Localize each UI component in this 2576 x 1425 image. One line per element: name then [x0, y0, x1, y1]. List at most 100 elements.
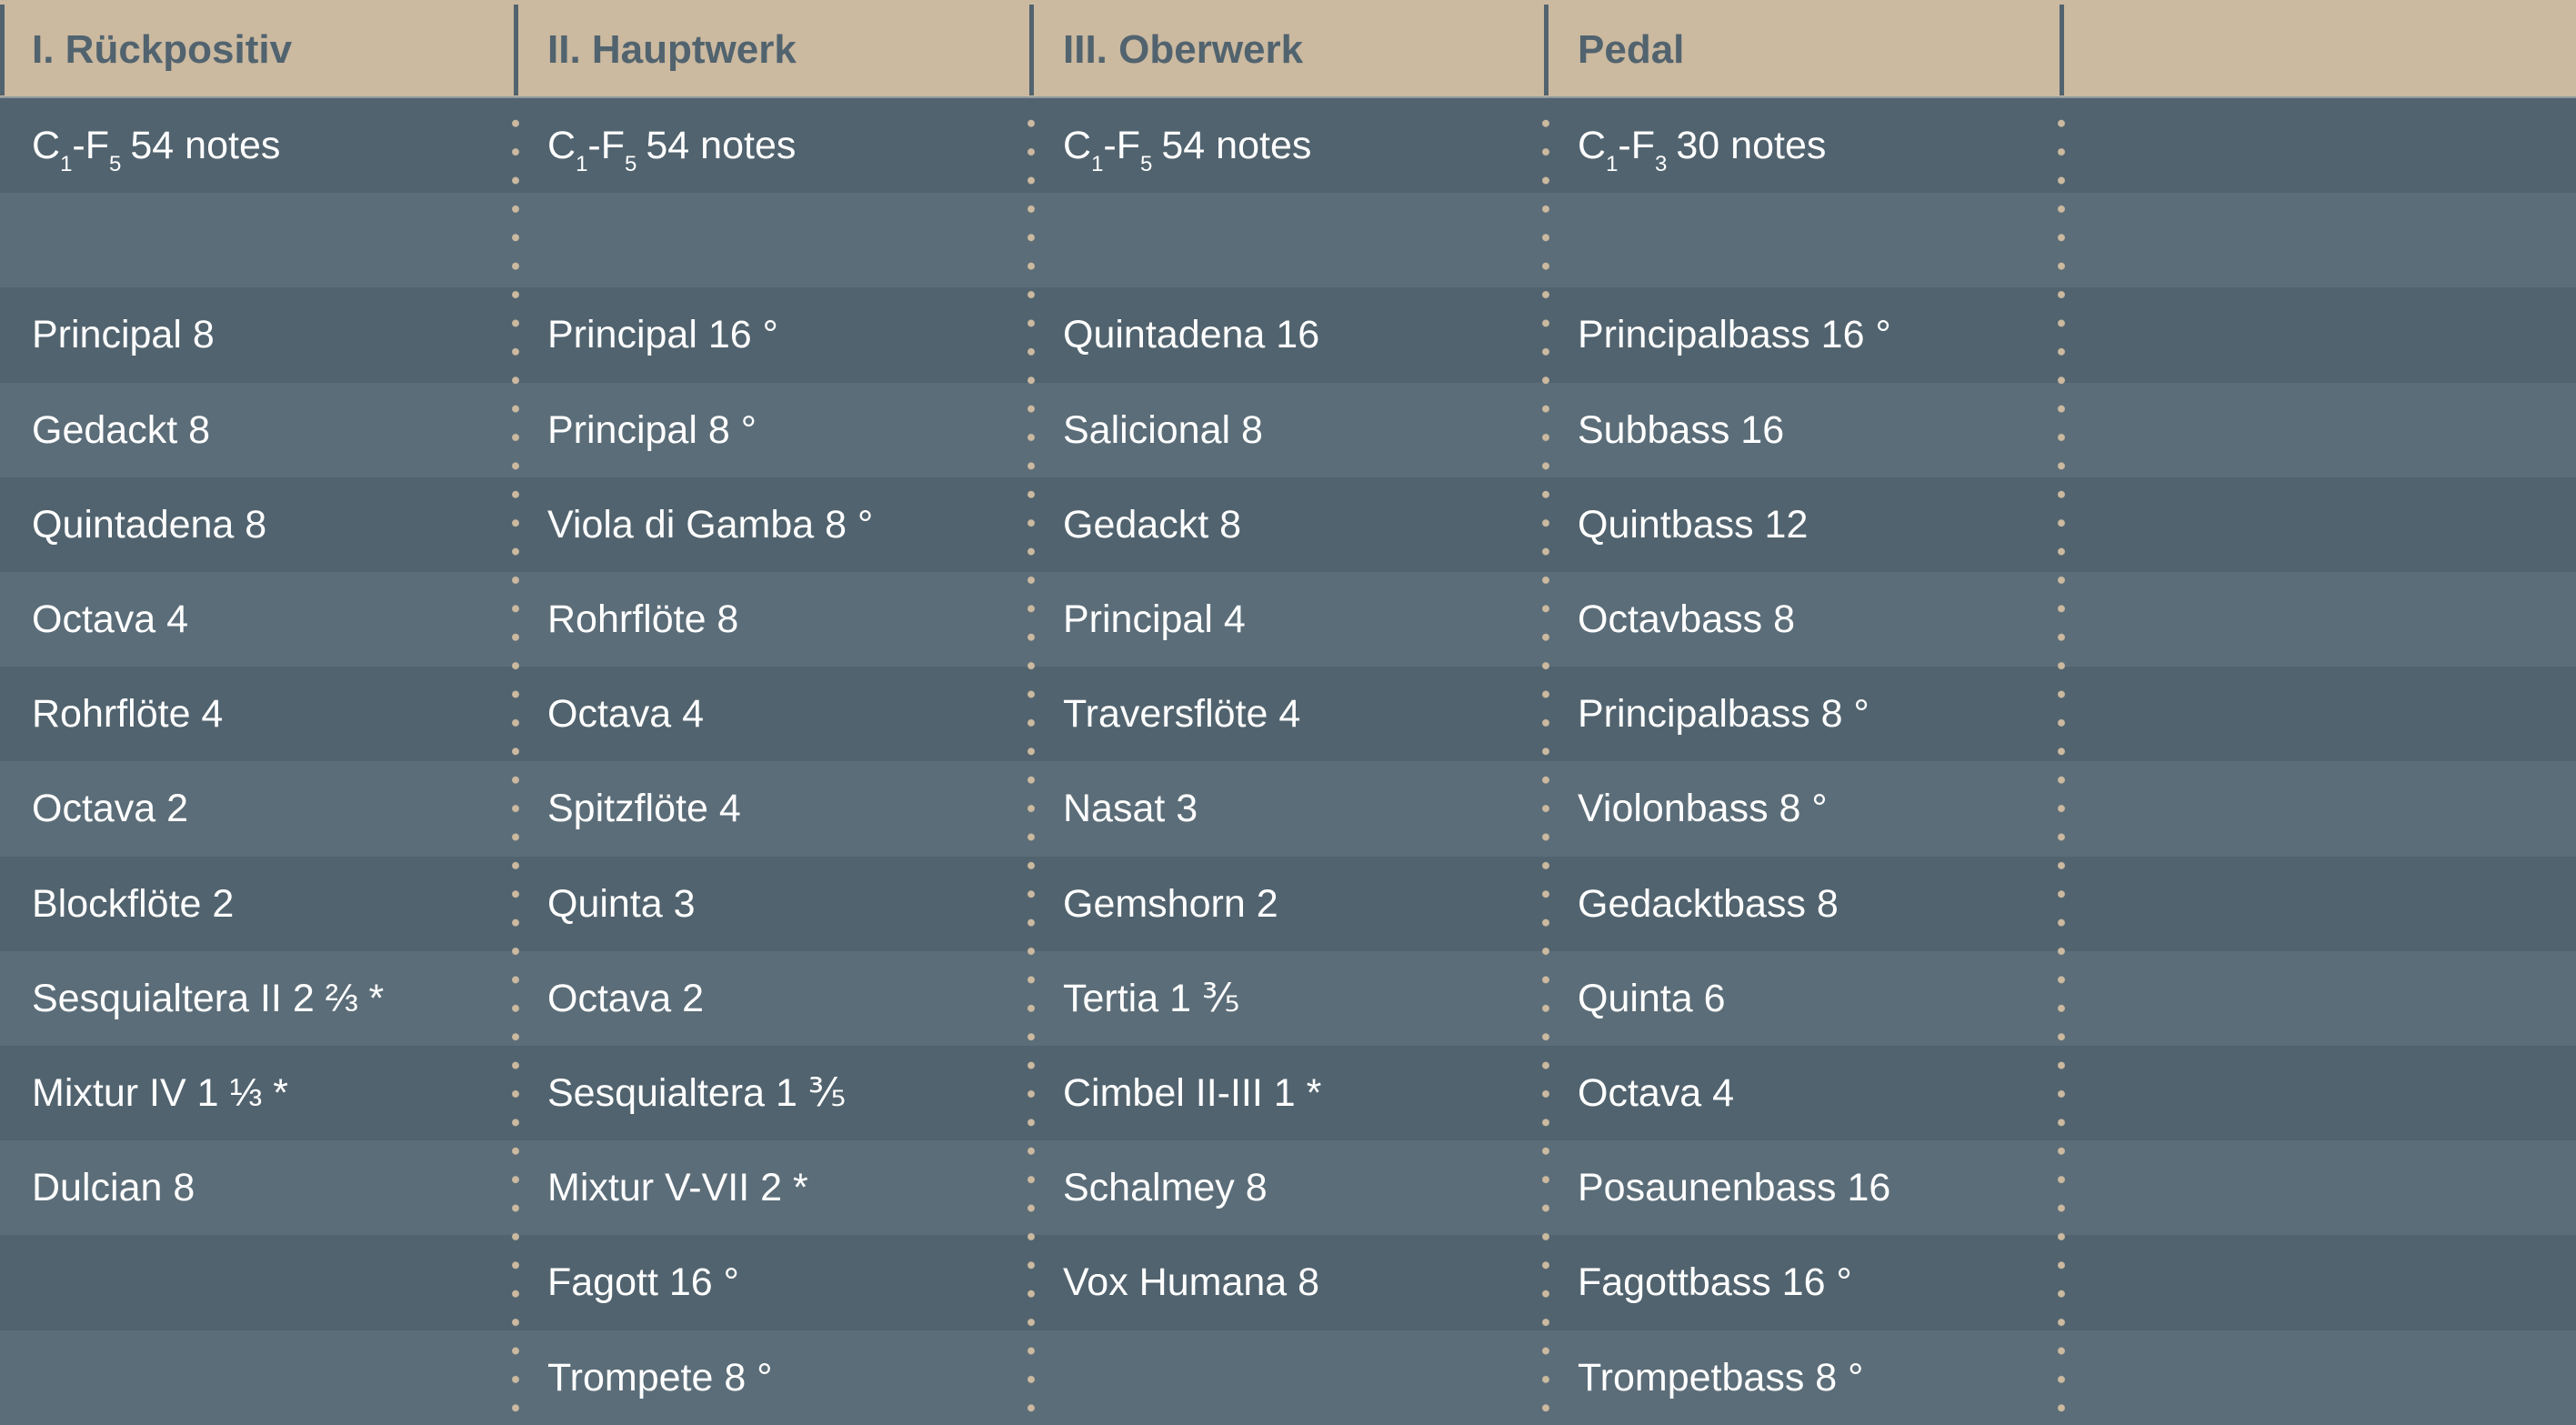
stop-name: Rohrflöte 4 [32, 692, 224, 737]
range-to: F [1630, 124, 1656, 167]
stop-name: Octava 2 [32, 787, 189, 831]
range-from: C [547, 124, 576, 167]
table-row [0, 287, 2576, 383]
stop-name: Schalmey 8 [1063, 1166, 1268, 1210]
stop-name: Vox Humana 8 [1063, 1260, 1320, 1305]
stop-name: Tertia 1 ⅗ [1063, 976, 1240, 1020]
range-to: F [600, 124, 626, 167]
compass-range: C1-F3 30 notes [1546, 98, 1826, 193]
range-to-sub: 5 [625, 152, 637, 176]
range-notes: 54 notes [1161, 124, 1312, 167]
range-from-sub: 1 [576, 152, 588, 176]
stop-name: Quintadena 16 [1063, 313, 1320, 357]
column-title: I. Rückpositiv [32, 27, 293, 72]
table-row [0, 477, 2576, 572]
dotted-column-divider [512, 109, 519, 1425]
stop-name: Gemshorn 2 [1063, 881, 1278, 926]
range-from: C [32, 124, 61, 167]
column-divider [2060, 5, 2064, 95]
stop-name: Gedackt 8 [32, 407, 210, 452]
stop-name: Spitzflöte 4 [547, 787, 741, 831]
dotted-column-divider [1542, 109, 1549, 1425]
range-notes: 30 notes [1676, 124, 1827, 167]
dotted-column-divider [1027, 109, 1035, 1425]
range-to-sub: 5 [109, 152, 122, 176]
stop-name: Trompete 8 ° [547, 1355, 773, 1400]
table-row [0, 761, 2576, 857]
range-from: C [1063, 124, 1092, 167]
table-row [0, 572, 2576, 667]
range-from-sub: 1 [1606, 152, 1619, 176]
stop-name: Sesquialtera 1 ⅗ [547, 1071, 847, 1115]
table-row [0, 856, 2576, 951]
stop-name: Mixtur IV 1 ⅓ * [32, 1071, 288, 1115]
stop-name: Blockflöte 2 [32, 881, 235, 926]
range-to-sub: 3 [1655, 152, 1668, 176]
column-divider [514, 5, 518, 95]
stop-name: Fagott 16 ° [547, 1260, 739, 1305]
table-row [0, 1140, 2576, 1236]
stop-name: Posaunenbass 16 [1578, 1166, 1891, 1210]
stop-name: Dulcian 8 [32, 1166, 195, 1210]
stop-name: Principal 8 [32, 313, 215, 357]
stop-name: Violonbass 8 ° [1578, 787, 1828, 831]
stop-name: Nasat 3 [1063, 787, 1198, 831]
stop-name: Gedackt 8 [1063, 502, 1241, 547]
compass-range: C1-F5 54 notes [0, 98, 280, 193]
range-from-sub: 1 [60, 152, 73, 176]
range-from: C [1578, 124, 1607, 167]
stop-name: Quinta 6 [1578, 976, 1726, 1020]
stop-name: Quintadena 8 [32, 502, 267, 547]
column-divider [0, 5, 5, 95]
stop-name: Principal 16 ° [547, 313, 778, 357]
column-title: III. Oberwerk [1063, 27, 1304, 72]
stop-name: Octava 4 [32, 597, 189, 641]
column-divider [1029, 5, 1034, 95]
table-row [0, 1046, 2576, 1141]
range-to-sub: 5 [1140, 152, 1153, 176]
range-dash: - [1103, 124, 1117, 167]
stop-name: Octava 2 [547, 976, 705, 1020]
column-divider [1544, 5, 1549, 95]
compass-range: C1-F5 54 notes [1031, 98, 1311, 193]
table-row [0, 1235, 2576, 1330]
stop-name: Rohrflöte 8 [547, 597, 739, 641]
stop-name: Quintbass 12 [1578, 502, 1809, 547]
range-to: F [85, 124, 110, 167]
stop-name: Cimbel II-III 1 * [1063, 1071, 1322, 1115]
stop-name: Viola di Gamba 8 ° [547, 502, 874, 547]
stop-name: Octava 4 [547, 692, 705, 737]
range-dash: - [587, 124, 601, 167]
range-notes: 54 notes [130, 124, 281, 167]
range-notes: 54 notes [646, 124, 797, 167]
stop-name: Principalbass 8 ° [1578, 692, 1869, 737]
stop-name: Fagottbass 16 ° [1578, 1260, 1852, 1305]
stop-name: Trompetbass 8 ° [1578, 1355, 1864, 1400]
table-row [0, 950, 2576, 1046]
stop-name: Mixtur V-VII 2 * [547, 1166, 808, 1210]
stop-name: Principal 4 [1063, 597, 1246, 641]
range-to: F [1116, 124, 1141, 167]
dotted-column-divider [2058, 109, 2065, 1425]
table-header: I. Rückpositiv II. Hauptwerk III. Oberwerk… [0, 0, 2576, 98]
range-from-sub: 1 [1091, 152, 1104, 176]
stop-name: Octavbass 8 [1578, 597, 1795, 641]
stop-name: Sesquialtera II 2 ⅔ * [32, 976, 385, 1020]
table-row [0, 382, 2576, 477]
stop-name: Salicional 8 [1063, 407, 1263, 452]
range-dash: - [1618, 124, 1631, 167]
stop-name: Octava 4 [1578, 1071, 1735, 1115]
stop-name: Quinta 3 [547, 881, 696, 926]
table-row [0, 667, 2576, 762]
column-title: Pedal [1578, 27, 1685, 72]
stop-name: Traversflöte 4 [1063, 692, 1301, 737]
table-row [0, 1330, 2576, 1425]
column-title: II. Hauptwerk [547, 27, 797, 72]
table-row [0, 193, 2576, 288]
stop-name: Gedacktbass 8 [1578, 881, 1839, 926]
stop-name: Subbass 16 [1578, 407, 1785, 452]
compass-range: C1-F5 54 notes [516, 98, 796, 193]
table-row [0, 98, 2576, 194]
stop-name: Principal 8 ° [547, 407, 757, 452]
range-dash: - [72, 124, 85, 167]
